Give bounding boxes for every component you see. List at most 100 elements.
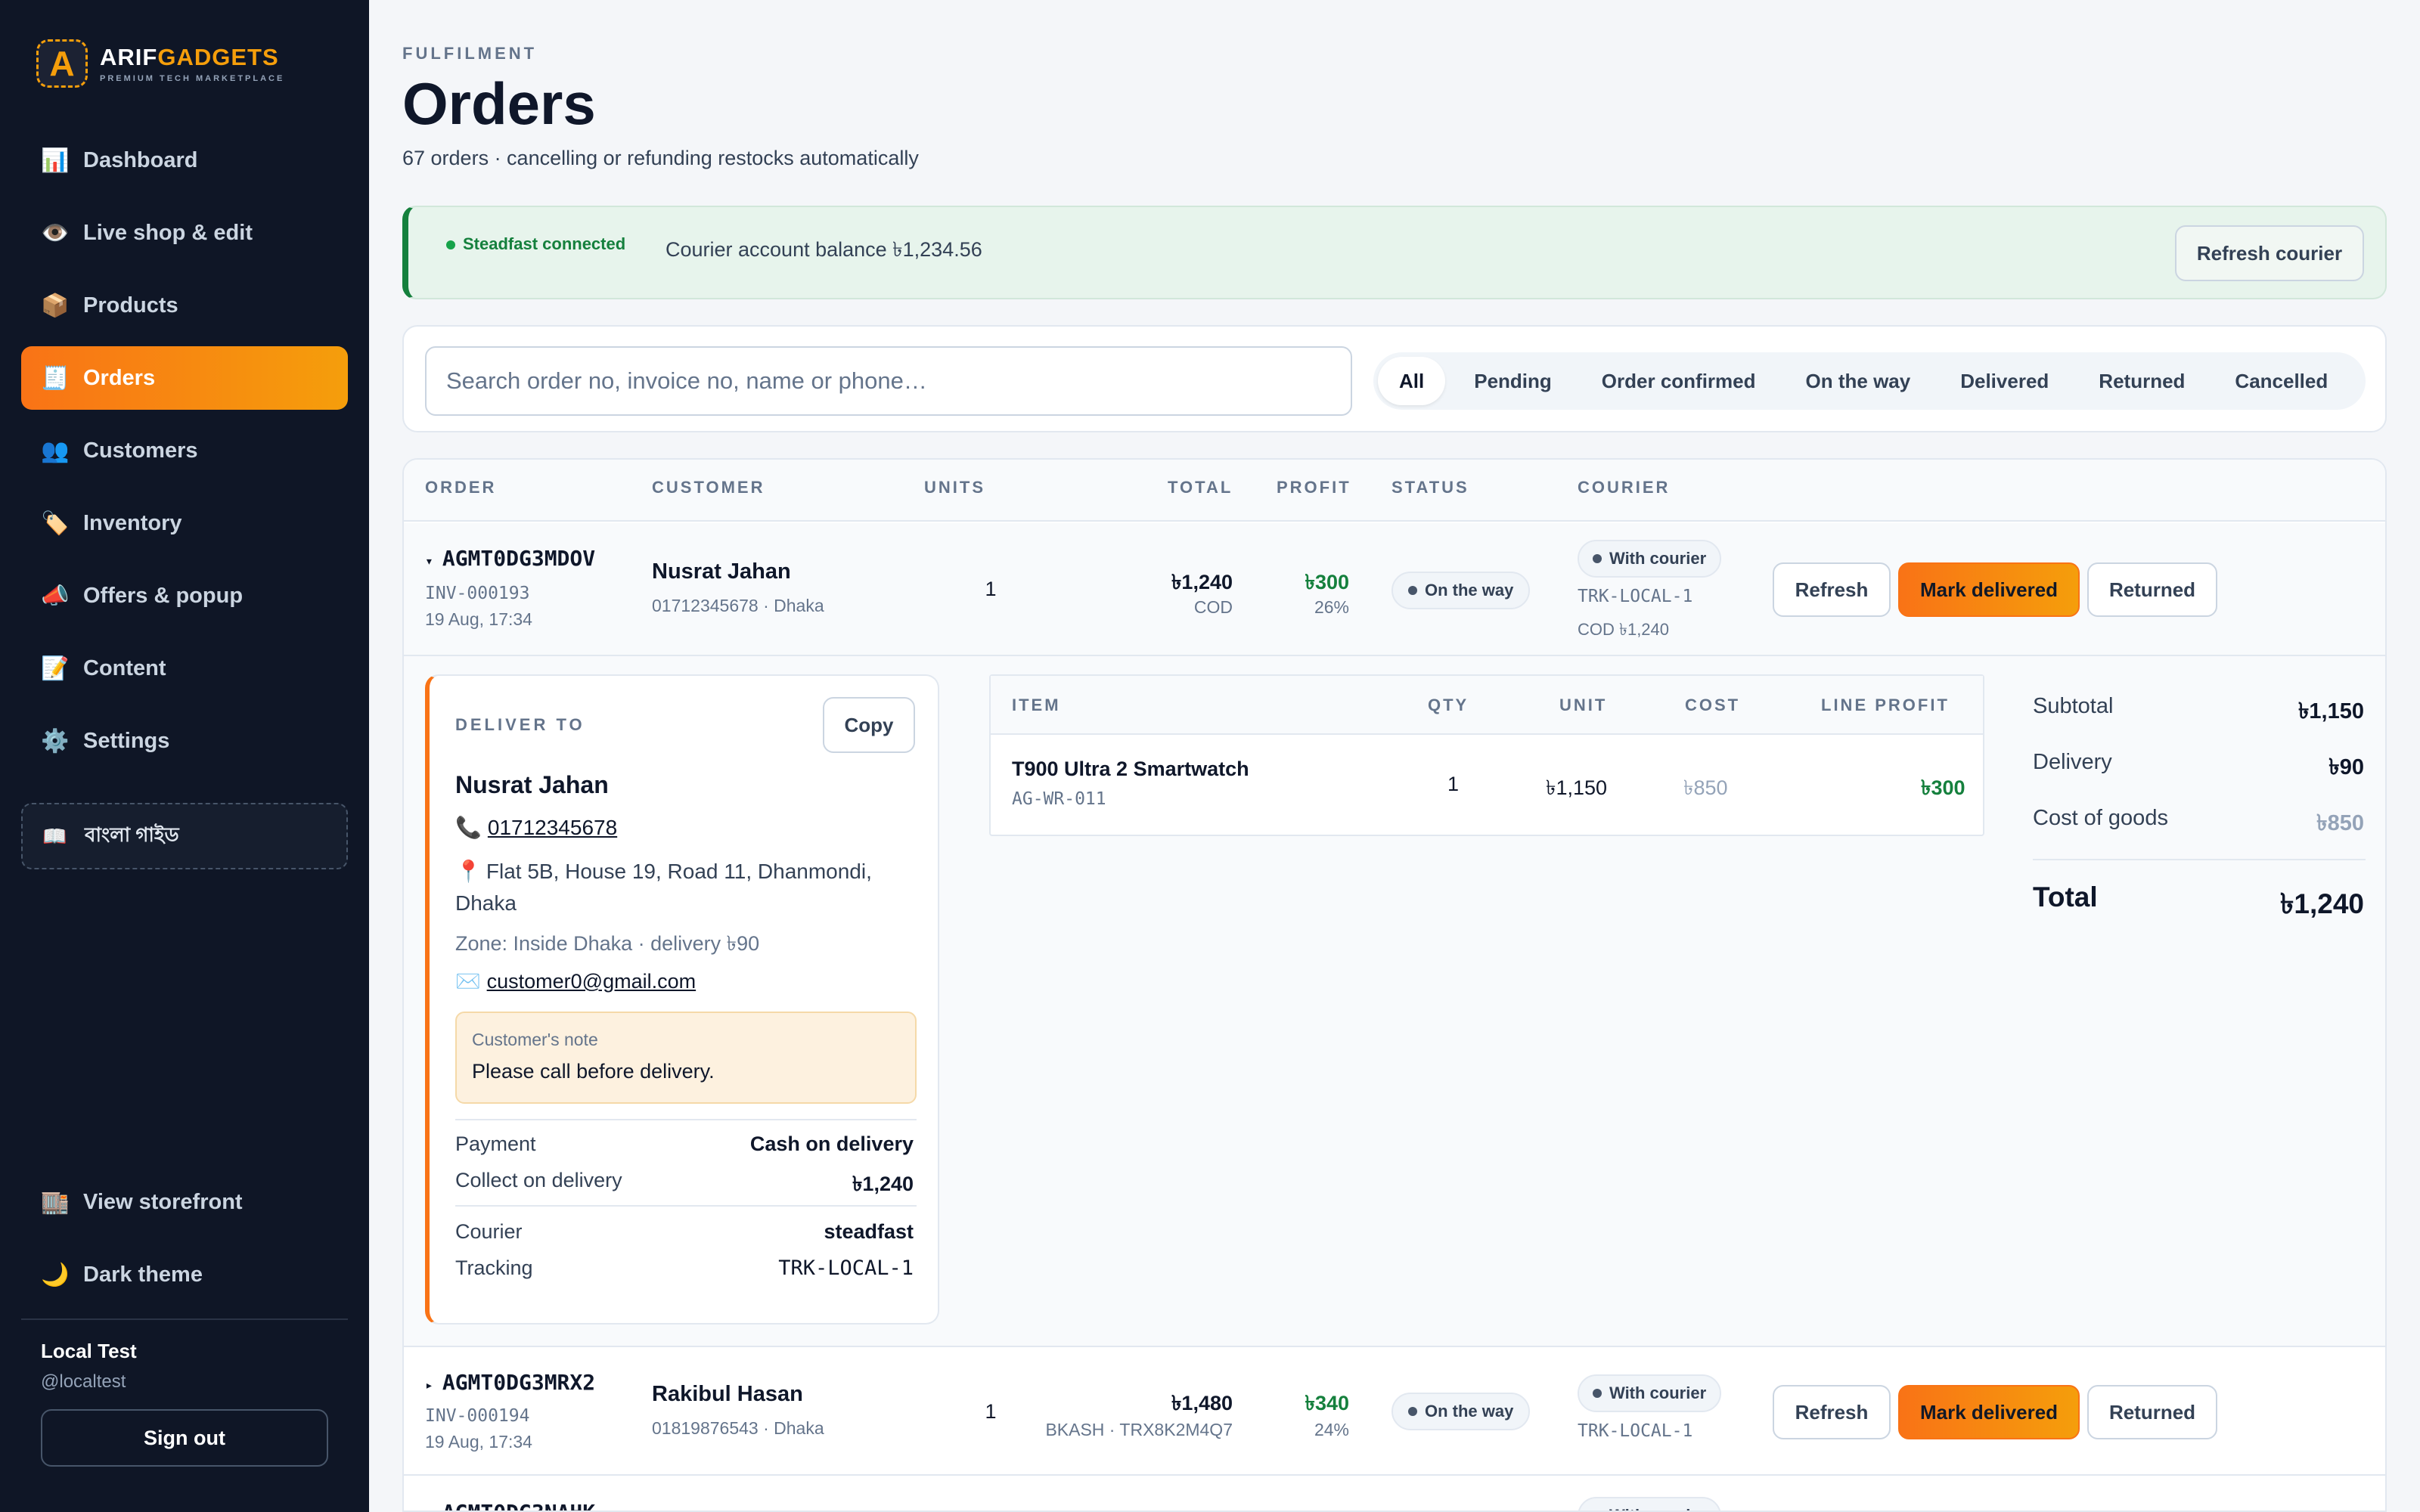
sidebar-item-inventory[interactable]: 🏷️ Inventory: [41, 510, 182, 536]
item-qty: 1: [1447, 773, 1460, 795]
item-unit: ৳1,150: [1546, 776, 1608, 799]
order-date: 19 Aug, 17:34: [425, 609, 532, 629]
tab-order-confirmed[interactable]: Order confirmed: [1601, 369, 1756, 392]
sign-out-button[interactable]: Sign out: [41, 1409, 328, 1467]
mark-delivered-button[interactable]: Mark delivered: [1898, 562, 2080, 617]
mark-delivered-button[interactable]: Mark delivered: [1898, 1385, 2080, 1439]
deliver-to-card: DELIVER TO Copy Nusrat Jahan 📞 0171234567…: [425, 674, 939, 1325]
caret-right-icon[interactable]: ▸: [425, 1507, 433, 1510]
refresh-courier-button[interactable]: Refresh courier: [2175, 225, 2364, 281]
caret-down-icon[interactable]: ▾: [425, 553, 433, 569]
order-profit: ৳300: [1305, 571, 1350, 593]
collect-label: Collect on delivery: [455, 1169, 622, 1191]
col-unit: UNIT: [1559, 696, 1608, 714]
store-icon: 🏬: [41, 1189, 70, 1215]
status-dot-icon: [1593, 554, 1602, 563]
brand-logo[interactable]: A ARIFGADGETS PREMIUM TECH MARKETPLACE: [36, 39, 284, 88]
customer-name: Rakibul Hasan: [652, 1382, 803, 1406]
order-id[interactable]: ▾ AGMT0DG3MDOV: [425, 546, 596, 571]
col-status[interactable]: STATUS: [1392, 478, 1469, 497]
order-profit: ৳340: [1305, 1392, 1350, 1414]
orders-table: ORDER CUSTOMER UNITS TOTAL PROFIT STATUS…: [402, 458, 2387, 1512]
col-total[interactable]: TOTAL: [1168, 478, 1233, 497]
page-subtitle: 67 orders · cancelling or refunding rest…: [402, 147, 919, 169]
refresh-button[interactable]: Refresh: [1773, 1385, 1891, 1439]
user-name: Local Test: [41, 1340, 137, 1362]
tab-all[interactable]: All: [1378, 357, 1446, 405]
refresh-button[interactable]: Refresh: [1773, 562, 1891, 617]
col-units[interactable]: UNITS: [924, 478, 985, 497]
page-title: Orders: [402, 70, 596, 137]
sidebar-item-content[interactable]: 📝 Content: [41, 655, 166, 681]
sidebar-item-dashboard[interactable]: 📊 Dashboard: [41, 147, 198, 173]
col-profit[interactable]: PROFIT: [1277, 478, 1351, 497]
col-courier[interactable]: COURIER: [1578, 478, 1671, 497]
total-value: ৳1,240: [2279, 888, 2364, 919]
total-label: Total: [2033, 881, 2098, 912]
subtotal-label: Subtotal: [2033, 694, 2114, 718]
courier-value: steadfast: [824, 1220, 914, 1243]
tab-delivered[interactable]: Delivered: [1960, 369, 2049, 392]
cogs-value: ৳850: [2316, 811, 2364, 835]
summary-divider: [2033, 859, 2366, 860]
profit-margin: 26%: [1314, 597, 1349, 617]
order-id[interactable]: ▸ AGMT0DG3MRX2: [425, 1370, 596, 1395]
line-items-table: ITEM QTY UNIT COST LINE PROFIT T900 Ultr…: [989, 674, 1984, 836]
table-row[interactable]: ▸ AGMT0DG3MRX2 INV-000194 19 Aug, 17:34 R…: [404, 1349, 2385, 1476]
tab-on-the-way[interactable]: On the way: [1805, 369, 1911, 392]
package-icon: 📦: [41, 293, 70, 318]
item-cost: ৳850: [1683, 776, 1728, 799]
filter-bar: All Pending Order confirmed On the way D…: [402, 325, 2387, 432]
customer-note: Customer's note Please call before deliv…: [455, 1012, 917, 1104]
table-header: ORDER CUSTOMER UNITS TOTAL PROFIT STATUS…: [404, 460, 2385, 522]
order-date: 19 Aug, 17:34: [425, 1432, 532, 1452]
recipient-address: 📍 Flat 5B, House 19, Road 11, Dhanmondi, …: [455, 860, 872, 915]
divider: [455, 1205, 917, 1207]
item-name: T900 Ultra 2 Smartwatch: [1012, 758, 1249, 780]
col-order[interactable]: ORDER: [425, 478, 497, 497]
copy-button[interactable]: Copy: [823, 697, 915, 753]
sidebar-item-orders[interactable]: 🧾 Orders: [21, 346, 348, 410]
sidebar-item-products[interactable]: 📦 Products: [41, 293, 178, 318]
caret-right-icon[interactable]: ▸: [425, 1377, 433, 1393]
tab-returned[interactable]: Returned: [2099, 369, 2186, 392]
sidebar: A ARIFGADGETS PREMIUM TECH MARKETPLACE 📊…: [0, 0, 369, 1512]
book-icon: 📖: [42, 824, 67, 847]
sidebar-item-live-shop[interactable]: 👁️ Live shop & edit: [41, 220, 253, 246]
returned-button[interactable]: Returned: [2087, 562, 2217, 617]
payment-method: BKASH · TRX8K2M4Q7: [1045, 1420, 1233, 1439]
tracking-label: Tracking: [455, 1256, 533, 1279]
order-id[interactable]: ▸AGMT0DG3NAHK: [425, 1500, 595, 1510]
sidebar-divider: [21, 1318, 348, 1320]
courier-badge: With courier: [1578, 540, 1722, 578]
brand-name: ARIFGADGETS: [100, 44, 279, 70]
logo-icon: A: [36, 39, 88, 88]
col-customer[interactable]: CUSTOMER: [652, 478, 765, 497]
recipient-phone[interactable]: 📞 01712345678: [455, 816, 618, 839]
tab-cancelled[interactable]: Cancelled: [2235, 369, 2328, 392]
cod-amount: COD ৳1,240: [1578, 620, 1670, 639]
sidebar-item-customers[interactable]: 👥 Customers: [41, 438, 198, 463]
order-detail-panel: DELIVER TO Copy Nusrat Jahan 📞 0171234567…: [404, 656, 2385, 1347]
dark-theme-toggle[interactable]: 🌙 Dark theme: [41, 1262, 203, 1287]
search-input[interactable]: [425, 346, 1352, 416]
status-badge: On the way: [1392, 572, 1531, 609]
table-row[interactable]: ▸AGMT0DG3NAHK With courier: [404, 1477, 2385, 1510]
tag-icon: 🏷️: [41, 510, 70, 536]
returned-button[interactable]: Returned: [2087, 1385, 2217, 1439]
people-icon: 👥: [41, 438, 70, 463]
user-handle: @localtest: [41, 1371, 126, 1392]
recipient-email[interactable]: ✉️ customer0@gmail.com: [455, 970, 697, 993]
courier-banner: Steadfast connected Courier account bala…: [402, 206, 2387, 299]
bangla-guide-link[interactable]: 📖 বাংলা গাইড: [21, 803, 348, 869]
cogs-label: Cost of goods: [2033, 806, 2168, 830]
sidebar-item-offers[interactable]: 📣 Offers & popup: [41, 583, 244, 609]
invoice-number: INV-000194: [425, 1406, 530, 1426]
item-line-profit: ৳300: [1921, 776, 1965, 799]
status-dot-icon: [1408, 1407, 1417, 1416]
tab-pending[interactable]: Pending: [1474, 369, 1552, 392]
sidebar-item-settings[interactable]: ⚙️ Settings: [41, 728, 170, 754]
collect-value: ৳1,240: [852, 1173, 914, 1195]
view-storefront-link[interactable]: 🏬 View storefront: [41, 1189, 243, 1215]
table-row[interactable]: ▾ AGMT0DG3MDOV INV-000193 19 Aug, 17:34 N…: [404, 523, 2385, 656]
